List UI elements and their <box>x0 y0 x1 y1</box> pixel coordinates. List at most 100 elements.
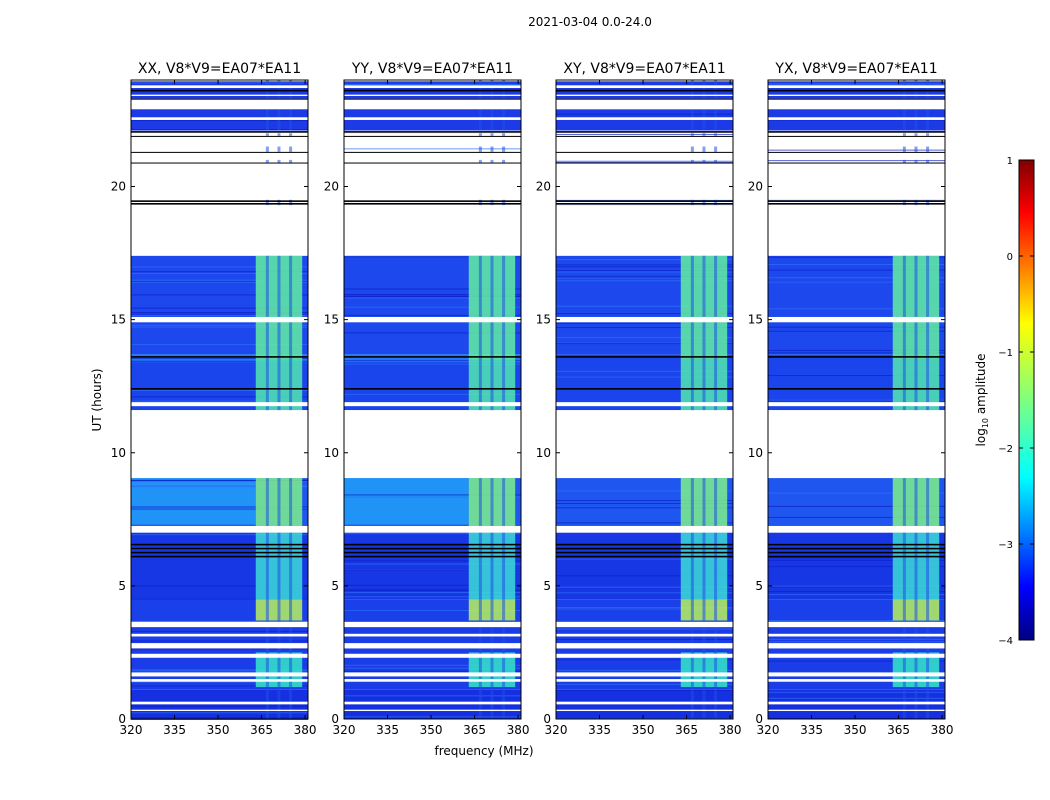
plot-frame <box>343 79 522 720</box>
dark-line <box>768 555 945 558</box>
flagged-range <box>344 162 521 200</box>
x-tick-label: 380 <box>294 723 317 737</box>
noise-line <box>131 129 308 131</box>
noise-line <box>344 293 521 295</box>
flagged-range <box>344 672 521 677</box>
dark-line <box>556 203 733 205</box>
noise-line <box>131 343 308 345</box>
dark-line <box>344 388 521 390</box>
flagged-range <box>131 653 308 658</box>
y-tick-label: 5 <box>331 579 339 593</box>
band-gap <box>265 80 269 719</box>
flagged-range <box>131 410 308 479</box>
noise-line <box>768 717 945 719</box>
y-axis-label: UT (hours) <box>90 368 104 431</box>
flagged-range <box>131 135 308 147</box>
border-line <box>768 135 945 137</box>
dark-line <box>556 543 733 546</box>
flagged-range <box>344 151 521 160</box>
noise-line <box>131 307 308 309</box>
flagged-range <box>344 316 521 323</box>
noise-line <box>768 277 945 279</box>
flagged-range <box>131 316 308 323</box>
dark-line <box>768 547 945 550</box>
colorbar-tick-label: −2 <box>998 444 1013 455</box>
flagged-range <box>768 135 945 147</box>
noise-line <box>131 481 308 483</box>
flagged-range <box>131 117 308 120</box>
y-tick-label: 15 <box>748 313 763 327</box>
noise-line <box>344 314 521 316</box>
flagged-range <box>344 653 521 658</box>
noise-line <box>344 306 521 308</box>
border-line <box>556 162 733 164</box>
band-gap <box>714 80 718 719</box>
flagged-range <box>344 402 521 407</box>
dark-line <box>556 547 733 550</box>
x-tick-label: 335 <box>163 723 186 737</box>
dark-line <box>344 543 521 546</box>
dark-line <box>131 356 308 358</box>
noise-line <box>768 653 945 655</box>
flagged-range <box>768 151 945 160</box>
flagged-range <box>556 633 733 637</box>
dark-line <box>131 200 308 202</box>
panel-xy: XY, V8*V9=EA07*EA11 320 335 350 365 380 0 5 10 15… <box>536 61 742 737</box>
x-tick-label: 380 <box>719 723 742 737</box>
noise-line <box>768 691 945 693</box>
noise-line <box>131 390 308 392</box>
colorbar-tick-label: −1 <box>998 348 1013 359</box>
noise-line <box>556 575 733 577</box>
noise-line <box>768 269 945 271</box>
flagged-range <box>768 643 945 649</box>
noise-line <box>344 148 521 150</box>
noise-line <box>556 133 733 135</box>
y-tick-label: 5 <box>543 579 551 593</box>
band-gap <box>289 80 293 719</box>
noise-line <box>131 314 308 316</box>
noise-line <box>131 585 308 587</box>
noise-line <box>556 376 733 378</box>
band-gap <box>902 80 906 719</box>
noise-line <box>131 396 308 398</box>
x-tick-label: 350 <box>844 723 867 737</box>
noise-line <box>768 586 945 588</box>
noise-line <box>768 326 945 328</box>
noise-line <box>556 628 733 630</box>
noise-line <box>131 670 308 672</box>
noise-line <box>768 83 945 85</box>
flagged-range <box>131 151 308 160</box>
x-tick-label: 335 <box>376 723 399 737</box>
flagged-range <box>768 653 945 658</box>
dark-line <box>556 131 733 133</box>
border-line <box>344 162 521 164</box>
colorbar: 1 0 −1 −2 −3 −4 <box>998 156 1035 647</box>
noise-line <box>556 259 733 261</box>
noise-line <box>556 280 733 282</box>
y-tick-label: 10 <box>748 446 763 460</box>
x-tick-label: 365 <box>463 723 486 737</box>
y-tick-label: 10 <box>536 446 551 460</box>
flagged-range <box>768 402 945 407</box>
noise-line <box>131 685 308 687</box>
x-tick-label: 365 <box>675 723 698 737</box>
noise-line <box>768 641 945 643</box>
noise-line <box>131 507 308 509</box>
border-line <box>768 162 945 164</box>
noise-line <box>768 263 945 265</box>
plot-frame <box>767 79 946 720</box>
noise-line <box>131 630 308 632</box>
noise-line <box>556 592 733 594</box>
x-tick-label: 380 <box>931 723 954 737</box>
dark-line <box>768 356 945 358</box>
noise-line <box>344 569 521 571</box>
dark-line <box>344 551 521 554</box>
flagged-range <box>556 672 733 677</box>
noise-line <box>344 393 521 395</box>
flagged-range <box>344 621 521 628</box>
noise-line <box>556 659 733 661</box>
noise-line <box>131 357 308 359</box>
dark-line <box>556 388 733 390</box>
flagged-range <box>556 402 733 407</box>
noise-line <box>768 399 945 401</box>
